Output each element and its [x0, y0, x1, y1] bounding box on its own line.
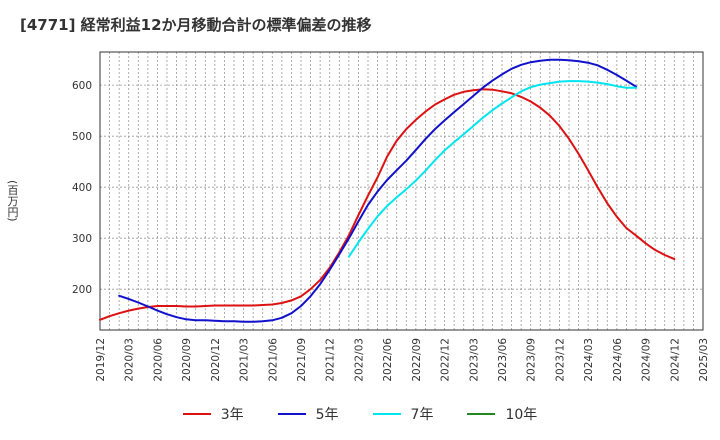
y-tick-label: 200 [72, 284, 92, 296]
x-tick-label: 2023/12 [554, 338, 566, 382]
x-tick-label: 2023/06 [497, 338, 509, 382]
legend-swatch [182, 413, 211, 415]
legend-item: 5年 [277, 404, 339, 424]
legend-item: 3年 [182, 404, 244, 424]
x-tick-label: 2022/09 [411, 338, 423, 382]
x-tick-label: 2023/03 [468, 338, 480, 382]
x-tick-label: 2024/12 [669, 338, 681, 382]
legend-label: 7年 [410, 407, 434, 423]
chart-title: [4771] 経常利益12か月移動合計の標準偏差の推移 [20, 16, 372, 34]
x-tick-label: 2021/06 [267, 338, 279, 382]
series-line [118, 58, 638, 323]
x-tick-label: 2024/09 [641, 338, 653, 382]
x-tick-label: 2019/12 [95, 338, 107, 382]
legend: 3年 5年 7年 10年 [0, 404, 720, 424]
x-tick-label: 2021/12 [325, 338, 337, 382]
y-tick-label: 400 [72, 182, 92, 194]
x-tick-label: 2024/03 [583, 338, 595, 382]
legend-label: 5年 [315, 407, 339, 423]
x-tick-label: 2020/12 [210, 338, 222, 382]
x-tick-label: 2021/09 [296, 338, 308, 382]
y-axis-ticks: 200 300 400 500 600 [72, 80, 92, 296]
x-tick-label: 2021/03 [239, 338, 251, 382]
y-tick-label: 500 [72, 131, 92, 143]
x-tick-label: 2022/06 [382, 338, 394, 382]
series-line [348, 80, 638, 258]
series-lines [99, 58, 676, 323]
plot-area [100, 52, 703, 330]
y-tick-label: 600 [72, 80, 92, 92]
x-tick-label: 2025/03 [698, 338, 710, 382]
series-line [99, 88, 676, 321]
legend-item: 7年 [372, 404, 434, 424]
legend-label: 10年 [505, 407, 538, 423]
x-tick-label: 2022/12 [440, 338, 452, 382]
x-tick-label: 2020/09 [181, 338, 193, 382]
x-tick-label: 2020/03 [124, 338, 136, 382]
y-axis-unit-label: (百万円) [6, 180, 19, 222]
legend-swatch [467, 413, 496, 415]
x-tick-label: 2023/09 [526, 338, 538, 382]
legend-swatch [372, 413, 401, 415]
legend-swatch [277, 413, 306, 415]
legend-label: 3年 [220, 407, 244, 423]
y-tick-label: 300 [72, 233, 92, 245]
plot-frame [99, 51, 704, 331]
x-axis-ticks: 2019/12 2020/03 2020/06 2020/09 2020/12 2021/… [95, 338, 710, 382]
x-tick-label: 2022/03 [353, 338, 365, 382]
x-tick-label: 2024/06 [612, 338, 624, 382]
legend-item: 10年 [467, 404, 537, 424]
line-chart: 200 300 400 500 600 2019/12 2020/03 2020/06 202… [72, 51, 710, 382]
x-tick-label: 2020/06 [152, 338, 164, 382]
